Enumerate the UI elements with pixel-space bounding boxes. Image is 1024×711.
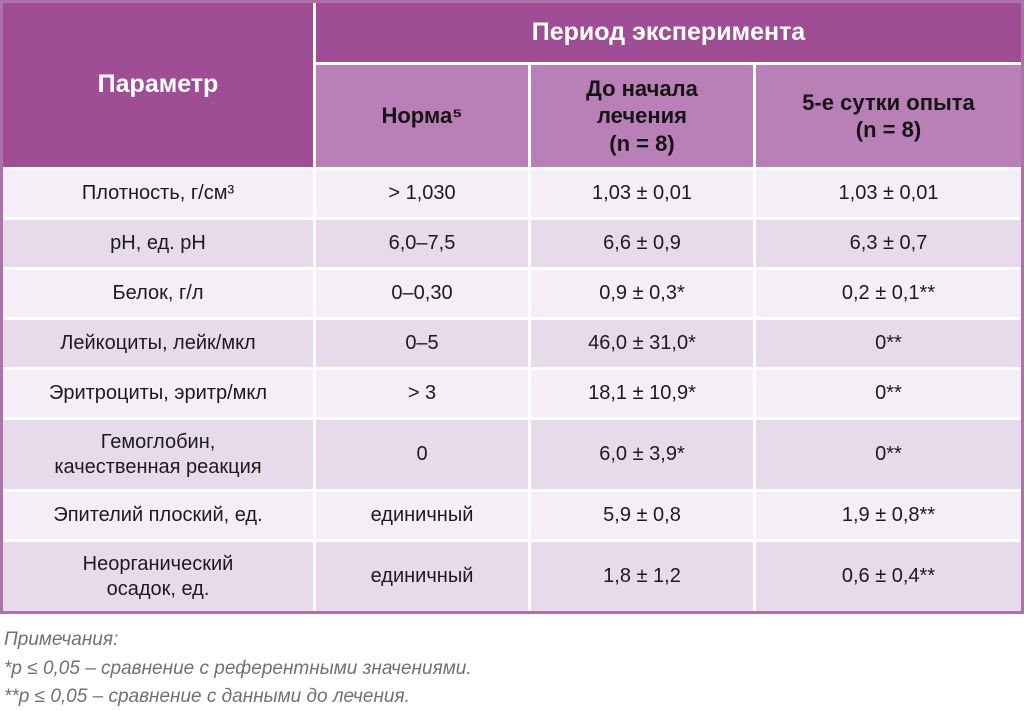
row-hemoglobin-norm: 0: [316, 420, 528, 489]
column-header-before-treatment: До начала лечения (n = 8): [531, 65, 753, 167]
row-leukocytes-before: 46,0 ± 31,0*: [531, 320, 753, 367]
row-leukocytes-day5: 0**: [756, 320, 1021, 367]
row-epithelium-before: 5,9 ± 0,8: [531, 492, 753, 539]
row-ph-before: 6,6 ± 0,9: [531, 220, 753, 267]
row-epithelium-norm: единичный: [316, 492, 528, 539]
footnotes-title: Примечания:: [4, 629, 119, 650]
row-erythrocytes-before: 18,1 ± 10,9*: [531, 370, 753, 417]
row-inorganic-sediment-norm: единичный: [316, 542, 528, 611]
column-header-day5: 5-е сутки опыта (n = 8): [756, 65, 1021, 167]
row-ph-day5: 6,3 ± 0,7: [756, 220, 1021, 267]
row-protein-before: 0,9 ± 0,3*: [531, 270, 753, 317]
column-group-header-period: Период эксперимента: [316, 3, 1021, 62]
row-erythrocytes-day5: 0**: [756, 370, 1021, 417]
column-header-norm: Норма⁵: [316, 65, 528, 167]
row-protein-norm: 0–0,30: [316, 270, 528, 317]
row-protein-day5: 0,2 ± 0,1**: [756, 270, 1021, 317]
row-inorganic-sediment-day5: 0,6 ± 0,4**: [756, 542, 1021, 611]
row-hemoglobin-before: 6,0 ± 3,9*: [531, 420, 753, 489]
row-epithelium-parameter: Эпителий плоский, ед.: [3, 492, 313, 539]
row-density-parameter: Плотность, г/см³: [3, 170, 313, 217]
row-erythrocytes-norm: > 3: [316, 370, 528, 417]
row-hemoglobin-day5: 0**: [756, 420, 1021, 489]
footnote-pretreatment-comparison: **p ≤ 0,05 – сравнение с данными до лече…: [4, 686, 410, 708]
urinalysis-results-table: Параметр Период эксперимента Норма⁵ До н…: [0, 0, 1024, 614]
row-inorganic-sediment-parameter: Неорганический осадок, ед.: [3, 542, 313, 611]
row-ph-norm: 6,0–7,5: [316, 220, 528, 267]
row-density-day5: 1,03 ± 0,01: [756, 170, 1021, 217]
row-erythrocytes-parameter: Эритроциты, эритр/мкл: [3, 370, 313, 417]
row-leukocytes-norm: 0–5: [316, 320, 528, 367]
footnote-reference-comparison: *p ≤ 0,05 – сравнение с референтными зна…: [4, 657, 472, 679]
row-density-before: 1,03 ± 0,01: [531, 170, 753, 217]
footnotes: Примечания: *p ≤ 0,05 – сравнение с рефе…: [4, 626, 1024, 711]
row-leukocytes-parameter: Лейкоциты, лейк/мкл: [3, 320, 313, 367]
column-header-parameter: Параметр: [3, 3, 313, 167]
row-inorganic-sediment-before: 1,8 ± 1,2: [531, 542, 753, 611]
row-ph-parameter: pH, ед. pH: [3, 220, 313, 267]
row-epithelium-day5: 1,9 ± 0,8**: [756, 492, 1021, 539]
row-hemoglobin-parameter: Гемоглобин, качественная реакция: [3, 420, 313, 489]
row-protein-parameter: Белок, г/л: [3, 270, 313, 317]
row-density-norm: > 1,030: [316, 170, 528, 217]
